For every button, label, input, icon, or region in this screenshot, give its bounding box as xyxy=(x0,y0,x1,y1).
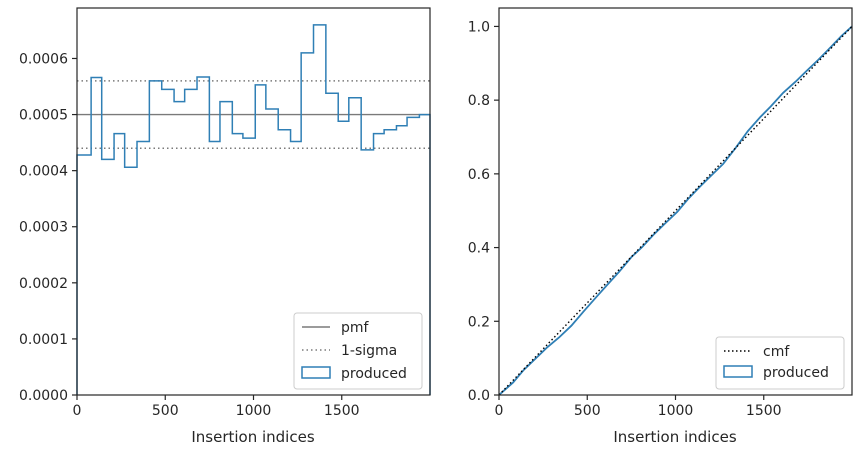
left-plot-area xyxy=(76,24,431,395)
legend-produced-label: produced xyxy=(341,366,407,382)
right-xtick-label: 500 xyxy=(574,403,601,419)
right-ytick-label: 0.6 xyxy=(468,167,490,183)
right-legend: cmf produced xyxy=(715,336,845,390)
right-x-ticks: 0 500 1000 1500 xyxy=(495,395,782,419)
legend-produced-label-right: produced xyxy=(763,365,829,381)
legend-pmf-label: pmf xyxy=(341,320,370,336)
left-legend: pmf 1-sigma produced xyxy=(293,312,423,390)
right-xtick-label: 1500 xyxy=(746,403,782,419)
right-ytick-label: 0.8 xyxy=(468,93,490,109)
left-x-ticks: 0 500 1000 1500 xyxy=(73,395,360,419)
left-ytick-label: 0.0002 xyxy=(19,276,68,292)
left-legend-box xyxy=(293,312,423,390)
left-ytick-label: 0.0006 xyxy=(19,51,68,67)
left-xtick-label: 1000 xyxy=(236,403,272,419)
left-x-axis-label: Insertion indices xyxy=(191,428,314,446)
pmf-panel: 0 500 1000 1500 0.00000.00010.00020.00030.0… xyxy=(19,7,431,446)
right-x-axis-label: Insertion indices xyxy=(613,428,736,446)
legend-cmf-label: cmf xyxy=(763,344,790,360)
produced-histogram xyxy=(76,24,431,395)
left-xtick-label: 1500 xyxy=(324,403,360,419)
produced-cumulative-line xyxy=(498,25,853,396)
cmf-panel: 0 500 1000 1500 0.0 0.2 0.4 0.6 0.8 1.0 Insertio… xyxy=(468,7,853,446)
right-ytick-label: 0.4 xyxy=(468,241,490,257)
left-ytick-label: 0.0005 xyxy=(19,108,68,124)
left-ytick-label: 0.0003 xyxy=(19,220,68,236)
right-y-ticks: 0.0 0.2 0.4 0.6 0.8 1.0 xyxy=(468,19,499,404)
right-xtick-label: 0 xyxy=(495,403,504,419)
legend-produced-swatch-right xyxy=(723,365,753,378)
legend-sigma-label: 1-sigma xyxy=(341,343,397,359)
left-xtick-label: 0 xyxy=(73,403,82,419)
right-ytick-label: 0.2 xyxy=(468,314,490,330)
left-y-ticks: 0.0000 0.0001 0.0002 0.0003 0.0004 0.0005 0.00… xyxy=(19,51,77,404)
cmf-line xyxy=(498,25,853,396)
right-ytick-label: 0.0 xyxy=(468,388,490,404)
left-xtick-label: 500 xyxy=(152,403,179,419)
legend-produced-swatch xyxy=(301,366,331,379)
right-xtick-label: 1000 xyxy=(658,403,694,419)
left-ytick-label: 0.0000 xyxy=(19,388,68,404)
right-legend-box xyxy=(715,336,845,390)
left-ytick-label: 0.0004 xyxy=(19,164,68,180)
right-plot-area xyxy=(498,25,853,396)
left-ytick-label: 0.0001 xyxy=(19,332,68,348)
right-ytick-label: 1.0 xyxy=(468,19,490,35)
